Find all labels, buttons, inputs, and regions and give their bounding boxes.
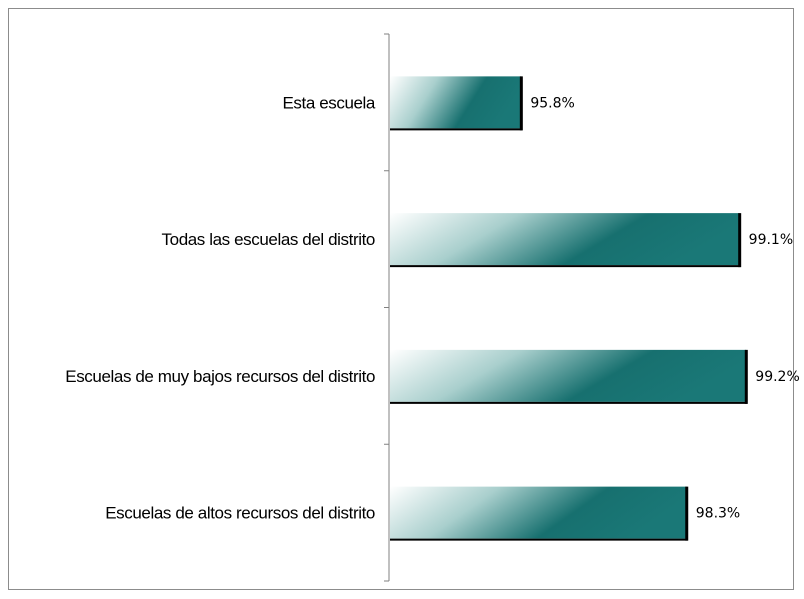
value-label: 99.2%: [755, 369, 799, 385]
category-label: Esta escuela: [282, 93, 375, 112]
bar: [390, 349, 747, 402]
category-label: Escuelas de muy bajos recursos del distr…: [65, 367, 375, 386]
bar: [390, 213, 740, 266]
bar: [390, 486, 687, 539]
category-label: Todas las escuelas del distrito: [162, 230, 375, 249]
value-label: 99.1%: [749, 232, 793, 248]
category-label: Escuelas de altos recursos del distrito: [105, 504, 375, 523]
value-label: 98.3%: [696, 506, 740, 522]
value-label: 95.8%: [530, 95, 574, 111]
bar: [390, 76, 522, 129]
